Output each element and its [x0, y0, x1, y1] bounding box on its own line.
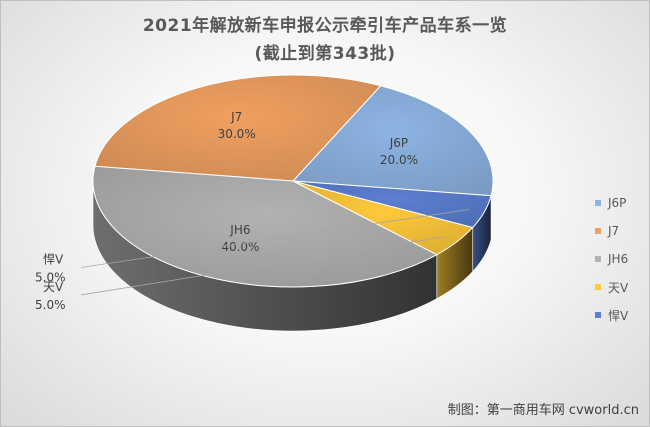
legend-swatch	[595, 256, 601, 262]
legend-swatch	[595, 284, 601, 290]
slice-value-series-4: 5.0%	[35, 298, 66, 312]
slice-value-j7: 30.0%	[218, 127, 256, 141]
slice-value-jh6: 40.0%	[221, 240, 259, 254]
legend-label: 天V	[608, 280, 629, 295]
legend-item-j6p: J6P	[595, 189, 628, 217]
leader-line-series-5	[80, 209, 470, 268]
chart-subtitle: (截止到第343批)	[254, 44, 396, 64]
legend-item-jh6: JH6	[595, 245, 628, 273]
slice-label-j6p: J6P	[389, 136, 408, 150]
legend: J6P J7 JH6 天V 悍V	[595, 189, 628, 329]
pie-slice-j7	[94, 74, 382, 182]
slice-label-jh6: JH6	[229, 223, 250, 237]
slice-value-j6p: 20.0%	[380, 153, 418, 167]
legend-label: 悍V	[608, 308, 629, 323]
legend-swatch	[595, 228, 601, 234]
legend-label: JH6	[608, 252, 629, 266]
legend-swatch	[595, 312, 601, 318]
pie-slice-series-5	[292, 180, 492, 229]
pie-slice-jh6	[92, 165, 438, 288]
legend-item-series-5: 悍V	[595, 301, 628, 329]
chart-credit: 制图：第一商用车网 cvworld.cn	[447, 403, 639, 418]
legend-label: J7	[608, 224, 620, 238]
slice-label-j7: J7	[230, 110, 242, 124]
leader-line-series-4	[80, 236, 444, 296]
legend-swatch	[595, 200, 601, 206]
slice-value-series-5: 5.0%	[35, 271, 66, 285]
slice-label-series-5: 悍V	[43, 253, 64, 267]
chart-title: 2021年解放新车申报公示牵引车产品车系一览	[142, 16, 508, 36]
legend-label: J6P	[608, 196, 627, 210]
legend-item-series-4: 天V	[595, 273, 628, 301]
legend-item-j7: J7	[595, 217, 628, 245]
pie-slice-j6p	[291, 85, 494, 197]
slice-label-series-4: 天V	[43, 280, 64, 294]
